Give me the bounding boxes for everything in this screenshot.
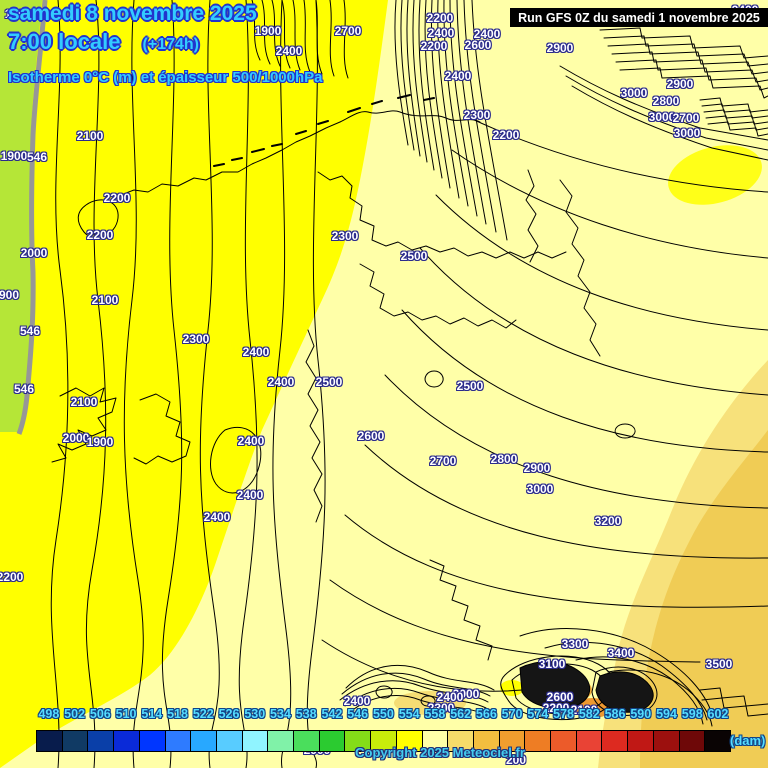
colorbar-tick: 558: [424, 707, 446, 721]
run-info-banner: Run GFS 0Z du samedi 1 novembre 2025: [510, 8, 768, 27]
colorbar-tick: 514: [141, 707, 163, 721]
colorbar-tick: 538: [295, 707, 317, 721]
colorbar-tick: 570: [501, 707, 523, 721]
colorbar-cell: [191, 731, 216, 751]
colorbar-tick: 510: [115, 707, 137, 721]
colorbar-cell: [602, 731, 628, 751]
isotherm-line: [16, 0, 48, 435]
colorbar-tick: 502: [64, 707, 86, 721]
title-block: samedi 8 novembre 2025 7:00 locale (+174h…: [8, 2, 322, 86]
colorbar-tick: 582: [578, 707, 600, 721]
colorbar-cell: [525, 731, 551, 751]
colorbar-cell: [551, 731, 576, 751]
colorbar-cell: [422, 731, 448, 751]
colorbar-cell: [396, 731, 422, 751]
colorbar-cell: [165, 731, 191, 751]
colorbar-cell: [499, 731, 525, 751]
colorbar-ticks: 498 502 506 510 514 518 522 526 530 534 538 542 546 5…: [36, 707, 731, 723]
colorbar-cell: [37, 731, 62, 751]
colorbar-tick: 526: [218, 707, 240, 721]
colorbar-cell: [139, 731, 165, 751]
forecast-offset-label: (+174h): [142, 36, 199, 53]
alps-dense-contours: [519, 661, 654, 713]
colorbar-tick: 522: [192, 707, 214, 721]
colorbar-cell: [114, 731, 139, 751]
colorbar-tick: 506: [89, 707, 111, 721]
colorbar-cell: [473, 731, 499, 751]
colorbar-cell: [268, 731, 294, 751]
colorbar-tick: 542: [321, 707, 343, 721]
colorbar-cell: [371, 731, 396, 751]
colorbar-cell: [679, 731, 705, 751]
unit-label: (dam): [730, 733, 766, 748]
colorbar-tick: 602: [707, 707, 729, 721]
colorbar-cell: [448, 731, 473, 751]
colorbar-tick: 574: [527, 707, 549, 721]
colorbar-cell: [628, 731, 653, 751]
contour-lines: [50, 0, 768, 768]
colorbar-tick: 554: [398, 707, 420, 721]
colorbar-tick: 566: [475, 707, 497, 721]
colorbar-cell: [319, 731, 345, 751]
colorbar-tick: 578: [553, 707, 574, 721]
colorbar-tick: 530: [244, 707, 266, 721]
colorbar-cell: [705, 731, 730, 751]
colorbar-tick: 562: [450, 707, 472, 721]
colorbar: [36, 730, 731, 752]
colorbar-tick: 518: [167, 707, 188, 721]
colorbar-tick: 594: [656, 707, 677, 721]
copyright-label: Copyright 2025 Meteociel.fr: [355, 745, 525, 760]
colorbar-cell: [62, 731, 88, 751]
colorbar-cell: [216, 731, 242, 751]
colorbar-tick: 586: [604, 707, 626, 721]
colorbar-tick: 498: [38, 707, 60, 721]
colorbar-cell: [88, 731, 114, 751]
colorbar-tick: 550: [372, 707, 394, 721]
colorbar-tick: 590: [630, 707, 652, 721]
colorbar-tick: 598: [681, 707, 703, 721]
colorbar-cell: [576, 731, 602, 751]
colorbar-tick: 534: [270, 707, 291, 721]
colorbar-cell: [653, 731, 679, 751]
colorbar-cell: [345, 731, 371, 751]
green-band: [0, 0, 42, 432]
date-label: samedi 8 novembre 2025: [8, 2, 257, 25]
colorbar-cell: [242, 731, 268, 751]
map-subtitle: Isotherme 0°C (m) et épaisseur 500/1000h…: [8, 69, 323, 86]
colorbar-tick: 546: [347, 707, 369, 721]
time-label: 7:00 locale: [8, 29, 121, 54]
colorbar-cell: [294, 731, 319, 751]
